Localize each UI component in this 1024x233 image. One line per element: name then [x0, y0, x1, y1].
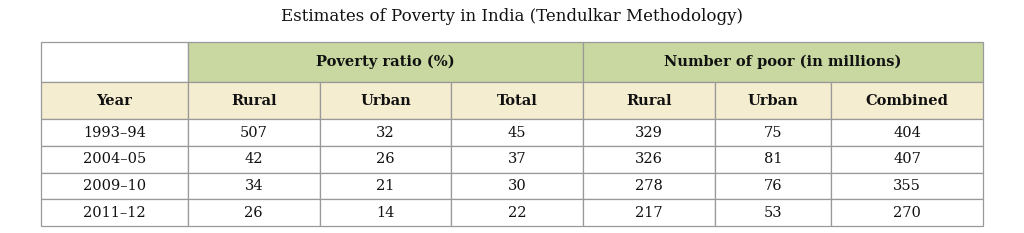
Text: Estimates of Poverty in India (Tendulkar Methodology): Estimates of Poverty in India (Tendulkar… — [281, 8, 743, 25]
Text: 26: 26 — [245, 206, 263, 220]
Bar — [41, 199, 187, 226]
Text: 26: 26 — [376, 152, 394, 166]
Text: 2011–12: 2011–12 — [83, 206, 145, 220]
Text: 14: 14 — [376, 206, 394, 220]
Bar — [831, 82, 983, 119]
Text: Number of poor (in millions): Number of poor (in millions) — [665, 55, 902, 69]
Bar — [583, 82, 715, 119]
Text: Year: Year — [96, 94, 132, 108]
Text: 278: 278 — [635, 179, 663, 193]
Bar — [41, 119, 187, 146]
Bar — [583, 199, 715, 226]
Text: 404: 404 — [893, 126, 921, 140]
Bar — [41, 82, 187, 119]
Text: 45: 45 — [508, 126, 526, 140]
Text: 81: 81 — [764, 152, 782, 166]
Bar — [715, 173, 831, 199]
Bar — [187, 199, 319, 226]
Text: 507: 507 — [240, 126, 267, 140]
Text: 32: 32 — [376, 126, 394, 140]
Bar — [187, 119, 319, 146]
Text: 34: 34 — [245, 179, 263, 193]
Text: 21: 21 — [376, 179, 394, 193]
Bar — [583, 42, 983, 82]
Text: Combined: Combined — [865, 94, 948, 108]
Bar — [452, 82, 583, 119]
Text: 270: 270 — [893, 206, 921, 220]
Text: Urban: Urban — [360, 94, 411, 108]
Bar — [715, 146, 831, 173]
Bar — [41, 42, 187, 82]
Text: 2004–05: 2004–05 — [83, 152, 146, 166]
Text: 75: 75 — [764, 126, 782, 140]
Text: 407: 407 — [893, 152, 921, 166]
Text: 22: 22 — [508, 206, 526, 220]
Bar — [41, 146, 187, 173]
Bar — [583, 119, 715, 146]
Bar — [715, 119, 831, 146]
Bar — [452, 119, 583, 146]
Bar — [319, 199, 452, 226]
Bar — [187, 146, 319, 173]
Text: Poverty ratio (%): Poverty ratio (%) — [316, 55, 455, 69]
Text: Total: Total — [497, 94, 538, 108]
Text: 53: 53 — [764, 206, 782, 220]
Bar — [319, 146, 452, 173]
Text: 30: 30 — [508, 179, 526, 193]
Text: 76: 76 — [764, 179, 782, 193]
Bar — [187, 173, 319, 199]
Bar — [452, 146, 583, 173]
Bar — [319, 82, 452, 119]
Bar — [583, 173, 715, 199]
Text: 329: 329 — [635, 126, 663, 140]
Text: Rural: Rural — [230, 94, 276, 108]
Bar — [715, 199, 831, 226]
Bar — [452, 199, 583, 226]
Bar — [319, 173, 452, 199]
Text: Rural: Rural — [626, 94, 672, 108]
Bar — [187, 82, 319, 119]
Text: 42: 42 — [245, 152, 263, 166]
Text: 37: 37 — [508, 152, 526, 166]
Bar — [319, 119, 452, 146]
Bar — [583, 146, 715, 173]
Bar — [831, 173, 983, 199]
Text: 2009–10: 2009–10 — [83, 179, 146, 193]
Bar — [715, 82, 831, 119]
Bar — [831, 146, 983, 173]
Bar — [187, 42, 583, 82]
Text: 326: 326 — [635, 152, 663, 166]
Text: 1993–94: 1993–94 — [83, 126, 145, 140]
Text: Urban: Urban — [748, 94, 799, 108]
Text: 355: 355 — [893, 179, 921, 193]
Bar — [452, 173, 583, 199]
Text: 217: 217 — [635, 206, 663, 220]
Bar — [41, 173, 187, 199]
Bar — [831, 199, 983, 226]
Bar — [831, 119, 983, 146]
